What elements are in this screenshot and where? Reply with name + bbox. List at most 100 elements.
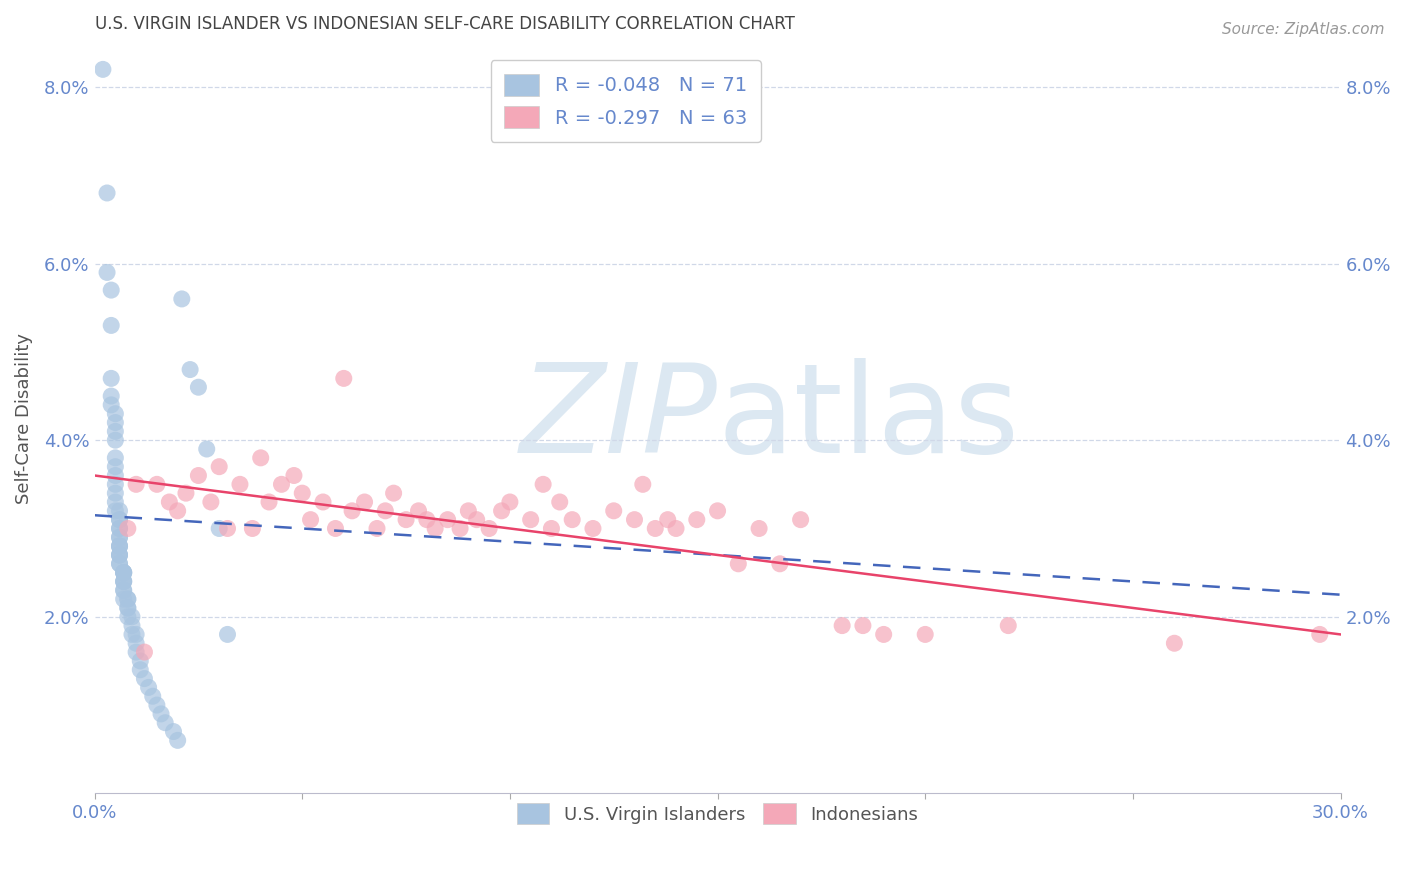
Point bbox=[117, 609, 139, 624]
Point bbox=[112, 592, 135, 607]
Point bbox=[153, 715, 176, 730]
Point bbox=[340, 504, 363, 518]
Y-axis label: Self-Care Disability: Self-Care Disability bbox=[15, 333, 32, 504]
Point bbox=[789, 513, 811, 527]
Point bbox=[112, 583, 135, 598]
Point bbox=[283, 468, 305, 483]
Point bbox=[112, 574, 135, 589]
Point bbox=[138, 681, 160, 695]
Point bbox=[449, 521, 471, 535]
Point bbox=[108, 504, 131, 518]
Point bbox=[665, 521, 688, 535]
Point bbox=[229, 477, 252, 491]
Point bbox=[657, 513, 679, 527]
Legend: U.S. Virgin Islanders, Indonesians: U.S. Virgin Islanders, Indonesians bbox=[505, 790, 931, 837]
Point bbox=[631, 477, 654, 491]
Point bbox=[108, 521, 131, 535]
Point bbox=[170, 292, 193, 306]
Point bbox=[162, 724, 184, 739]
Text: U.S. VIRGIN ISLANDER VS INDONESIAN SELF-CARE DISABILITY CORRELATION CHART: U.S. VIRGIN ISLANDER VS INDONESIAN SELF-… bbox=[94, 15, 794, 33]
Point bbox=[108, 530, 131, 544]
Point bbox=[408, 504, 430, 518]
Point bbox=[112, 566, 135, 580]
Point bbox=[166, 504, 188, 518]
Point bbox=[623, 513, 645, 527]
Point bbox=[187, 468, 209, 483]
Point bbox=[108, 548, 131, 562]
Point bbox=[104, 433, 127, 447]
Point bbox=[100, 318, 122, 333]
Point bbox=[478, 521, 501, 535]
Point bbox=[174, 486, 197, 500]
Point bbox=[125, 636, 148, 650]
Point bbox=[457, 504, 479, 518]
Point bbox=[187, 380, 209, 394]
Point bbox=[1163, 636, 1185, 650]
Point bbox=[519, 513, 541, 527]
Point bbox=[582, 521, 605, 535]
Point bbox=[686, 513, 709, 527]
Point bbox=[644, 521, 666, 535]
Point bbox=[852, 618, 875, 632]
Point bbox=[100, 371, 122, 385]
Point bbox=[1309, 627, 1331, 641]
Point bbox=[134, 645, 156, 659]
Point bbox=[423, 521, 446, 535]
Point bbox=[104, 477, 127, 491]
Point bbox=[108, 557, 131, 571]
Point bbox=[353, 495, 375, 509]
Point bbox=[914, 627, 936, 641]
Point bbox=[125, 645, 148, 659]
Text: atlas: atlas bbox=[717, 358, 1019, 479]
Point bbox=[195, 442, 218, 456]
Point bbox=[104, 468, 127, 483]
Point bbox=[157, 495, 180, 509]
Point bbox=[112, 566, 135, 580]
Point bbox=[200, 495, 222, 509]
Point bbox=[108, 513, 131, 527]
Point bbox=[104, 459, 127, 474]
Point bbox=[548, 495, 571, 509]
Point bbox=[104, 425, 127, 439]
Point bbox=[540, 521, 562, 535]
Text: ZIP: ZIP bbox=[520, 358, 717, 479]
Point bbox=[873, 627, 896, 641]
Point bbox=[312, 495, 335, 509]
Point bbox=[112, 566, 135, 580]
Point bbox=[108, 548, 131, 562]
Point bbox=[104, 416, 127, 430]
Point bbox=[108, 539, 131, 553]
Point bbox=[112, 566, 135, 580]
Point bbox=[134, 672, 156, 686]
Point bbox=[104, 495, 127, 509]
Point bbox=[108, 548, 131, 562]
Point bbox=[117, 592, 139, 607]
Point bbox=[291, 486, 314, 500]
Point bbox=[257, 495, 280, 509]
Point bbox=[769, 557, 792, 571]
Point bbox=[727, 557, 749, 571]
Point bbox=[325, 521, 347, 535]
Point bbox=[112, 574, 135, 589]
Point bbox=[374, 504, 396, 518]
Point bbox=[561, 513, 583, 527]
Point bbox=[416, 513, 439, 527]
Point bbox=[748, 521, 770, 535]
Point bbox=[208, 459, 231, 474]
Point bbox=[121, 618, 143, 632]
Point bbox=[129, 663, 152, 677]
Point bbox=[706, 504, 728, 518]
Point bbox=[104, 486, 127, 500]
Point bbox=[491, 504, 513, 518]
Point bbox=[121, 609, 143, 624]
Point bbox=[100, 398, 122, 412]
Text: Source: ZipAtlas.com: Source: ZipAtlas.com bbox=[1222, 22, 1385, 37]
Point bbox=[100, 283, 122, 297]
Point bbox=[217, 521, 239, 535]
Point bbox=[603, 504, 626, 518]
Point bbox=[117, 601, 139, 615]
Point bbox=[108, 513, 131, 527]
Point bbox=[96, 186, 118, 200]
Point bbox=[242, 521, 264, 535]
Point bbox=[91, 62, 114, 77]
